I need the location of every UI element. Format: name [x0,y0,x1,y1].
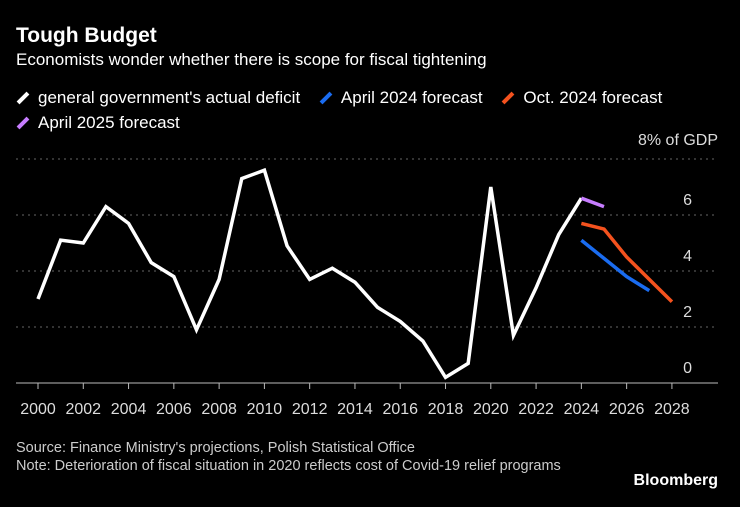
legend-item-actual: general government's actual deficit [16,87,300,109]
x-tick-label: 2018 [428,401,464,418]
legend-label: April 2024 forecast [340,88,483,107]
y-tick-label: 4 [683,248,692,265]
legend-item-april-2025: April 2025 forecast [16,112,180,134]
x-tick-label: 2004 [111,401,147,418]
x-tick-label: 2002 [65,401,101,418]
x-tick-label: 2028 [654,401,690,418]
chart-title: Tough Budget [16,24,157,47]
bloomberg-logo: Bloomberg [633,472,718,489]
series-line-2 [580,221,674,304]
legend-item-oct-2024: Oct. 2024 forecast [501,87,662,109]
y-tick-label: 0 [683,360,692,377]
legend-label: Oct. 2024 forecast [523,88,663,107]
x-tick-label: 2014 [337,401,373,418]
x-tick-label: 2012 [292,401,328,418]
series-line-3 [580,196,605,209]
legend: general government's actual deficit Apri… [16,84,716,134]
x-tick-label: 2022 [518,401,554,418]
legend-label: April 2025 forecast [38,113,180,132]
y-tick-label: 6 [683,192,692,209]
legend-label: general government's actual deficit [38,88,301,107]
x-tick-label: 2006 [156,401,192,418]
series-line-1 [580,238,651,293]
x-tick-label: 2026 [609,401,645,418]
source-text: Source: Finance Ministry's projections, … [16,440,415,456]
x-tick-label: 2016 [382,401,418,418]
footnote: Source: Finance Ministry's projections, … [16,439,606,475]
x-tick-label: 2010 [247,401,283,418]
x-tick-label: 2000 [20,401,56,418]
y-unit-label: 8% of GDP [637,132,718,149]
x-tick-label: 2008 [201,401,237,418]
x-tick-label: 2020 [473,401,509,418]
x-tick-label: 2024 [564,401,600,418]
legend-item-april-2024: April 2024 forecast [319,87,483,109]
series-line-0 [36,167,583,380]
chart-subtitle: Economists wonder whether there is scope… [16,50,487,69]
note-text: Note: Deterioration of fiscal situation … [16,458,561,474]
y-tick-label: 2 [683,304,692,321]
